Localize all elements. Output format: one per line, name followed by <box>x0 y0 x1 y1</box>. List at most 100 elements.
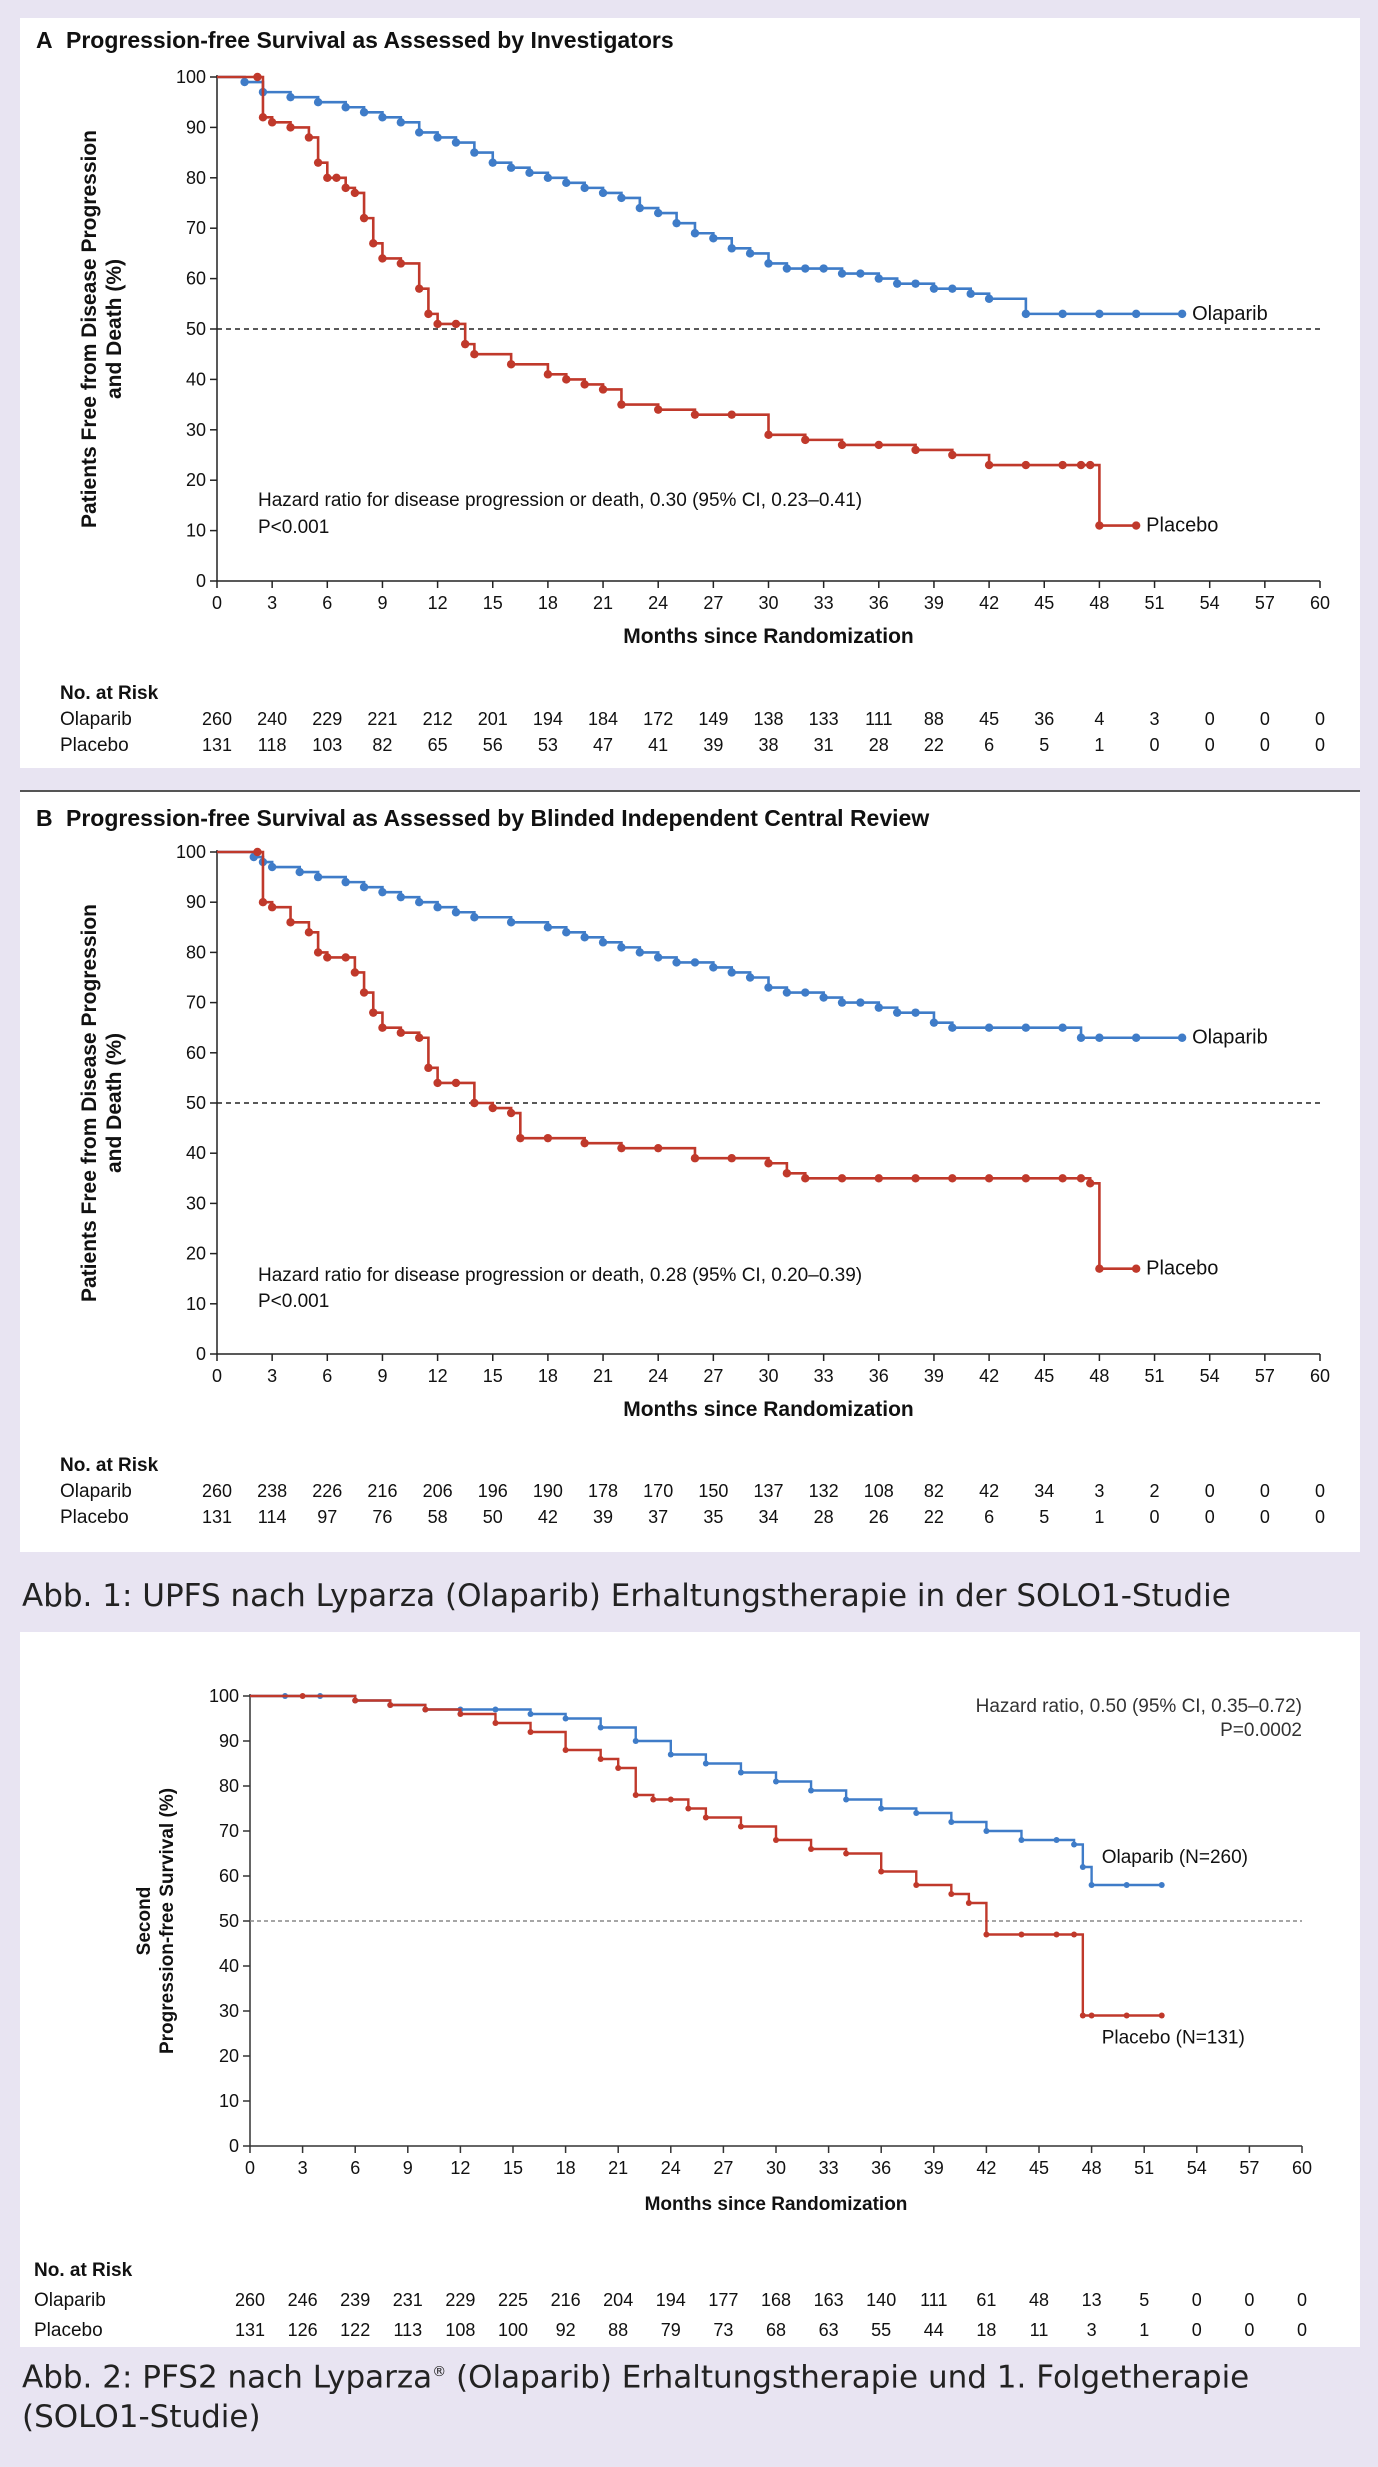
chart-c-series-olaparib-line <box>250 1694 1162 1887</box>
risk-b-olaparib-count: 178 <box>588 1481 618 1501</box>
chart-a-series-olaparib-censor-mark <box>929 284 939 293</box>
chart-a-x-tick-label: 12 <box>428 593 448 613</box>
risk-c-placebo-count: 68 <box>766 2320 786 2340</box>
chart-b-y-tick-label: 40 <box>186 1143 206 1163</box>
chart-b-series-placebo-censor-mark <box>313 948 323 957</box>
chart-a-x-tick-label: 51 <box>1145 593 1165 613</box>
chart-a-series-olaparib-censor-mark <box>1131 309 1141 319</box>
chart-c-y-axis-label-line: Progression-free Survival (%) <box>157 1788 178 2054</box>
chart-a-y-tick-label: 30 <box>186 420 206 440</box>
chart-b-series-placebo-censor-mark <box>1086 1179 1095 1188</box>
risk-b-olaparib-count: 196 <box>478 1481 508 1501</box>
risk-b-olaparib-count: 0 <box>1205 1481 1215 1501</box>
chart-c-series-placebo-censor-mark <box>983 1931 990 1938</box>
chart-a-series-olaparib-censor-mark <box>580 183 589 193</box>
chart-c-series-olaparib-censor-mark <box>1018 1837 1025 1843</box>
chart-a-series-olaparib-censor-mark <box>433 133 442 142</box>
chart-a-series-olaparib-censor-mark <box>690 229 700 238</box>
chart-a-series-olaparib-censor-mark <box>543 173 553 182</box>
risk-c-placebo-count: 55 <box>871 2320 891 2340</box>
chart-b-y-axis-label: Patients Free from Disease Progressionan… <box>78 904 126 1302</box>
risk-a-placebo-count: 47 <box>593 735 613 755</box>
risk-c-placebo-count: 113 <box>393 2320 422 2340</box>
chart-b-series-placebo-censor-mark <box>764 1159 773 1168</box>
chart-a-series-olaparib-censor-mark <box>359 108 369 117</box>
chart-c-series-olaparib-censor-mark <box>913 1810 920 1816</box>
chart-b-series-placebo-censor-mark <box>286 918 295 927</box>
chart-c-series-placebo-censor-mark <box>387 1702 394 1708</box>
chart-b-series-placebo-censor-mark <box>359 988 369 997</box>
risk-a-placebo-count: 82 <box>372 735 392 755</box>
chart-c-series-placebo-line <box>250 1694 1162 2017</box>
risk-b-placebo-count: 114 <box>258 1507 287 1527</box>
chart-a-series-olaparib-censor-mark <box>966 289 975 298</box>
panel-letter-b: B <box>36 805 53 831</box>
chart-a-x-tick-label: 30 <box>758 593 778 613</box>
chart-b-y-tick-label: 20 <box>186 1244 206 1264</box>
risk-a-olaparib-count: 194 <box>533 709 563 729</box>
chart-b-series-olaparib-censor-mark <box>341 877 350 887</box>
chart-c-x-tick-label: 36 <box>871 2158 891 2178</box>
chart-c-series-placebo-censor-mark <box>1158 2012 1165 2019</box>
chart-a-series-olaparib-censor-mark <box>470 148 479 157</box>
chart-c-series-placebo-censor-mark <box>650 1796 657 1803</box>
risk-b-placebo-count: 58 <box>428 1507 448 1527</box>
chart-b-series-olaparib-censor-mark <box>672 958 681 967</box>
chart-a-series-placebo-censor-mark <box>286 123 295 132</box>
chart-b-y-tick-label: 80 <box>186 942 206 962</box>
chart-a-series-olaparib-censor-mark <box>1177 309 1187 319</box>
panel-letter-a: A <box>36 27 53 53</box>
risk-c-olaparib-count: 163 <box>814 2290 844 2310</box>
risk-a-placebo-count: 5 <box>1039 735 1049 755</box>
chart-a-series-olaparib-censor-mark <box>654 208 663 218</box>
chart-c-series-olaparib-censor-mark <box>1158 1882 1165 1888</box>
risk-c-olaparib-count: 204 <box>603 2290 633 2310</box>
chart-b-series-olaparib-censor-mark <box>690 958 700 967</box>
risk-a-placebo-count: 65 <box>428 735 448 755</box>
chart-c-series-olaparib-censor-mark <box>878 1805 885 1812</box>
risk-b-olaparib-count: 82 <box>924 1481 944 1501</box>
chart-c-series-olaparib-censor-mark <box>562 1715 569 1722</box>
risk-c-olaparib-label: Olaparib <box>34 2290 106 2311</box>
risk-c-placebo-count: 0 <box>1192 2320 1202 2340</box>
chart-a-x-tick-label: 15 <box>483 593 503 613</box>
risk-b-placebo-count: 35 <box>703 1507 723 1527</box>
chart-c-series-olaparib-censor-mark <box>808 1787 815 1794</box>
risk-c-placebo-count: 79 <box>661 2320 681 2340</box>
chart-c-series-placebo-censor-mark <box>492 1720 499 1726</box>
risk-b-olaparib-count: 3 <box>1094 1481 1104 1501</box>
figure-1-panel-a: A Progression-free Survival as Assessed … <box>20 18 1360 781</box>
chart-a-series-placebo-censor-mark <box>470 350 479 359</box>
chart-b-series-olaparib-censor-mark <box>1177 1033 1187 1042</box>
chart-b-hazard-ratio: Hazard ratio for disease progression or … <box>258 1265 862 1286</box>
figure-1-caption: Abb. 1: UPFS nach Lyparza (Olaparib) Erh… <box>22 1578 1231 1614</box>
risk-c-placebo-count: 73 <box>713 2320 733 2340</box>
chart-c-series-placebo-censor-mark <box>737 1823 744 1830</box>
chart-c-series-placebo-censor-mark <box>1123 2012 1130 2019</box>
chart-a-series-placebo-censor-mark <box>598 385 608 394</box>
chart-b-title: Progression-free Survival as Assessed by… <box>66 805 929 831</box>
chart-a-series-olaparib-censor-mark <box>240 77 249 87</box>
chart-c-series-olaparib-censor-mark <box>702 1760 709 1767</box>
chart-b-x-tick-label: 51 <box>1145 1366 1165 1386</box>
chart-a-y-tick-label: 100 <box>176 67 206 87</box>
chart-c-series-placebo-censor-mark <box>597 1756 604 1762</box>
risk-c-placebo-count: 18 <box>976 2320 996 2340</box>
chart-b-series-olaparib-censor-mark <box>378 887 387 897</box>
risk-b-placebo-count: 39 <box>593 1507 613 1527</box>
chart-a-series-placebo-censor-mark <box>313 158 323 167</box>
risk-a-placebo-count: 31 <box>814 735 834 755</box>
chart-b-series-placebo-censor-mark <box>396 1028 406 1037</box>
chart-a-series-placebo-censor-mark <box>341 183 350 193</box>
chart-c-series-olaparib-censor-mark <box>773 1778 779 1785</box>
chart-c-series-placebo-censor-mark <box>457 1711 464 1717</box>
chart-c-x-tick-label: 51 <box>1134 2158 1154 2178</box>
chart-a-x-tick-label: 3 <box>267 593 277 613</box>
risk-c-olaparib-count: 260 <box>235 2290 265 2310</box>
chart-c-y-tick-label: 90 <box>219 1731 239 1751</box>
chart-c-series-placebo-censor-mark <box>1018 1931 1025 1938</box>
risk-b-olaparib-count: 190 <box>533 1481 563 1501</box>
figure-2-caption-end: (Olaparib) Erhaltungstherapie und 1. Fol… <box>22 2359 1250 2436</box>
chart-a-series-olaparib-censor-mark <box>874 274 883 283</box>
chart-b-series-placebo-censor-mark <box>253 847 262 857</box>
